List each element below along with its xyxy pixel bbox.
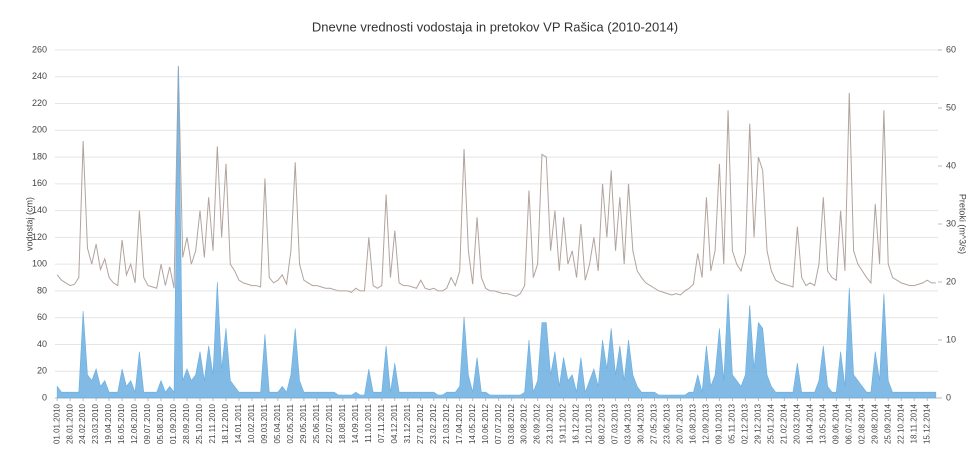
x-tick-label: 12.09.2013 [702,403,711,444]
x-tick-label: 09.07.2010 [143,403,152,444]
level-line [56,66,936,297]
y-tick-label: 200 [32,125,47,135]
x-tick-label: 08.02.2013 [598,403,607,444]
x-tick-label: 14.09.2011 [351,403,360,443]
y2-tick-label: 10 [946,334,956,344]
x-tick-label: 07.03.2013 [611,403,620,444]
x-tick-label: 15.12.2014 [922,403,931,444]
x-tick-label: 09.03.2011 [260,403,269,443]
y2-tick-label: 50 [946,102,956,112]
y-tick-label: 220 [32,98,47,108]
x-tick-label: 30.04.2013 [637,403,646,444]
x-tick-label: 14.05.2012 [468,403,477,444]
x-tick-label: 02.12.2013 [740,403,749,444]
x-tick-label: 16.08.2013 [689,403,698,444]
chart-title: Dnevne vrednosti vodostaja in pretokov V… [312,19,678,34]
x-tick-label: 19.04.2010 [104,403,113,444]
x-tick-label: 03.04.2013 [624,403,633,444]
x-tick-label: 01.09.2010 [169,403,178,444]
x-tick-label: 02.05.2011 [286,403,295,443]
x-tick-label: 30.08.2012 [520,403,529,444]
x-tick-label: 29.12.2013 [753,403,762,444]
y-tick-label: 140 [32,205,47,215]
x-tick-label: 21.03.2012 [442,403,451,444]
y-axis-label: vodostaj (cm) [24,197,34,251]
x-tick-label: 12.01.2013 [585,403,594,444]
x-tick-label: 21.02.2014 [779,403,788,444]
x-tick-label: 06.07.2014 [844,403,853,444]
y-tick-label: 180 [32,151,47,161]
x-tick-label: 20.07.2013 [676,403,685,444]
x-tick-label: 10.06.2012 [481,403,490,444]
x-tick-label: 27.05.2013 [650,403,659,444]
x-tick-label: 04.12.2011 [390,403,399,443]
x-tick-label: 27.01.2012 [416,403,425,444]
x-tick-label: 22.07.2011 [325,403,334,443]
x-tick-label: 25.06.2011 [312,403,321,443]
y-tick-label: 80 [37,285,47,295]
x-tick-label: 23.03.2010 [91,403,100,444]
x-tick-label: 23.06.2013 [663,403,672,444]
y2-tick-label: 20 [946,276,956,286]
x-tick-label: 23.10.2012 [546,403,555,444]
x-tick-label: 23.02.2012 [429,403,438,444]
x-tick-label: 05.11.2013 [728,403,737,443]
x-tick-label: 21.11.2010 [208,403,217,443]
x-tick-label: 16.05.2010 [117,403,126,444]
x-tick-label: 01.01.2010 [52,403,61,444]
y2-axis-label: Pretoki (m^3/s) [958,194,968,254]
x-tick-label: 16.04.2014 [805,403,814,444]
x-tick-label: 24.02.2010 [78,403,87,444]
x-tick-label: 07.11.2011 [377,403,386,442]
x-tick-label: 03.08.2012 [507,403,516,444]
x-tick-label: 18.12.2010 [221,403,230,444]
y2-tick-label: 40 [946,160,956,170]
x-tick-label: 28.09.2010 [182,403,191,444]
x-tick-label: 02.08.2014 [857,403,866,444]
flow-area [56,67,937,399]
y-tick-label: 0 [42,392,47,402]
y-tick-label: 240 [32,71,47,81]
y2-tick-label: 0 [946,392,951,402]
y-tick-label: 20 [37,366,47,376]
x-tick-label: 31.12.2011 [403,403,412,443]
y-tick-label: 120 [32,232,47,242]
y2-tick-label: 60 [946,44,956,54]
y-tick-label: 100 [32,259,47,269]
x-tick-label: 28.01.2010 [65,403,74,444]
x-tick-label: 13.05.2014 [818,403,827,444]
x-tick-label: 22.10.2014 [896,403,905,444]
x-tick-label: 25.01.2014 [766,403,775,444]
x-tick-label: 17.04.2012 [455,403,464,444]
y-tick-label: 60 [37,312,47,322]
x-tick-label: 05.04.2011 [273,403,282,443]
x-tick-label: 25.10.2010 [195,403,204,444]
x-tick-label: 25.09.2014 [883,403,892,444]
y-tick-label: 160 [32,178,47,188]
x-tick-label: 20.03.2014 [792,403,801,444]
x-tick-label: 29.05.2011 [299,403,308,443]
x-tick-label: 18.11.2014 [909,403,918,443]
x-tick-label: 16.12.2012 [572,403,581,444]
x-tick-label: 09.06.2014 [831,403,840,444]
x-tick-label: 18.08.2011 [338,403,347,443]
x-tick-label: 29.08.2014 [870,403,879,444]
y-tick-label: 260 [32,44,47,54]
x-tick-label: 09.10.2013 [715,403,724,444]
y2-tick-label: 30 [946,218,956,228]
x-tick-label: 19.11.2012 [559,403,568,443]
x-tick-label: 11.10.2011 [364,403,373,442]
y-tick-label: 40 [37,339,47,349]
x-tick-label: 12.06.2010 [130,403,139,444]
x-tick-label: 26.09.2012 [533,403,542,444]
x-tick-label: 10.02.2011 [247,403,256,443]
x-tick-label: 05.08.2010 [156,403,165,444]
x-tick-label: 14.01.2011 [234,403,243,443]
x-tick-label: 07.07.2012 [494,403,503,444]
